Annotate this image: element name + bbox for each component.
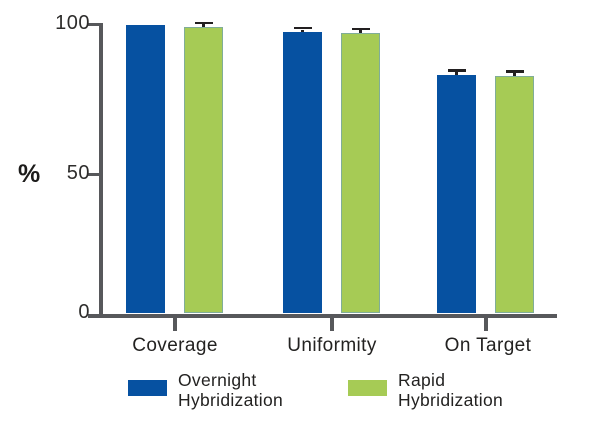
- bar-overnight-hybridization-coverage: [126, 24, 165, 314]
- error-bar-cap-rapid-hybridization-coverage: [194, 21, 213, 25]
- bar-rapid-hybridization-coverage: [184, 26, 223, 314]
- error-bar-cap-overnight-hybridization-on-target: [447, 69, 466, 73]
- error-bar-cap-rapid-hybridization-on-target: [505, 70, 524, 73]
- legend-label-overnight-hybridization: Overnight Hybridization: [178, 370, 284, 410]
- error-bar-whisker-overnight-hybridization-on-target: [455, 72, 458, 75]
- legend-swatch-rapid-hybridization: [348, 380, 387, 396]
- legend-swatch-overnight-hybridization: [128, 380, 167, 396]
- y-tick-100: [87, 22, 100, 26]
- x-axis: [88, 313, 557, 318]
- error-bar-cap-overnight-hybridization-uniformity: [293, 26, 312, 30]
- y-tick-50: [87, 172, 100, 176]
- error-bar-whisker-rapid-hybridization-uniformity: [359, 30, 362, 33]
- bar-rapid-hybridization-on-target: [495, 75, 534, 314]
- category-label-coverage: Coverage: [132, 335, 218, 356]
- legend-label-rapid-hybridization: Rapid Hybridization: [398, 370, 504, 410]
- y-tick-label-0: 0: [78, 301, 90, 323]
- legend-item-overnight-hybridization: Overnight Hybridization: [128, 370, 303, 410]
- legend-item-rapid-hybridization: Rapid Hybridization: [348, 370, 523, 410]
- y-axis: [99, 23, 103, 316]
- y-tick-label-100: 100: [55, 12, 90, 34]
- error-bar-whisker-rapid-hybridization-coverage: [202, 24, 205, 27]
- x-tick-coverage: [173, 318, 177, 331]
- x-tick-on-target: [484, 318, 488, 331]
- bar-rapid-hybridization-uniformity: [341, 32, 380, 314]
- y-tick-label-50: 50: [66, 162, 90, 184]
- error-bar-whisker-overnight-hybridization-uniformity: [301, 29, 304, 33]
- error-bar-whisker-rapid-hybridization-on-target: [513, 72, 516, 76]
- bar-overnight-hybridization-on-target: [437, 74, 476, 314]
- y-axis-title: %: [18, 160, 41, 188]
- bar-overnight-hybridization-uniformity: [283, 32, 322, 314]
- category-label-uniformity: Uniformity: [287, 335, 377, 356]
- x-tick-uniformity: [330, 318, 334, 331]
- category-label-on-target: On Target: [444, 335, 532, 356]
- error-bar-cap-rapid-hybridization-uniformity: [351, 27, 370, 31]
